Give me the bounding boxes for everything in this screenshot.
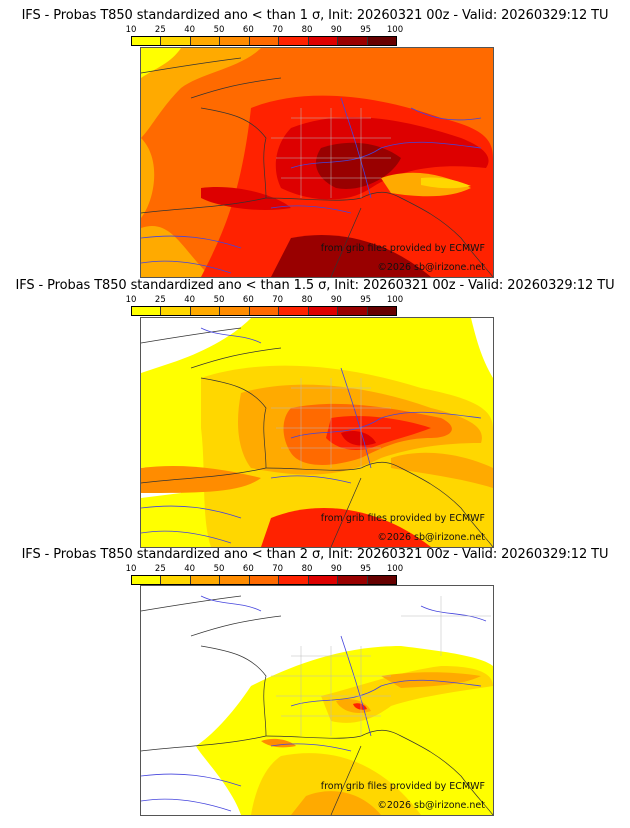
colorbar-tick-label: 90 xyxy=(330,25,342,35)
colorbar-tick-label: 100 xyxy=(386,25,404,35)
colorbar-tick-label: 10 xyxy=(125,295,137,305)
panel-title: IFS - Probas T850 standardized ano < tha… xyxy=(21,547,609,562)
panel-title: IFS - Probas T850 standardized ano < tha… xyxy=(21,8,609,23)
map-panel-2sigma: IFS - Probas T850 standardized ano < tha… xyxy=(0,539,630,828)
colorbar-tick-label: 95 xyxy=(360,25,372,35)
colorbar-tick-label: 10 xyxy=(125,564,137,574)
colorbar-segment xyxy=(132,576,162,584)
credit-source: from grib files provided by ECMWF xyxy=(320,513,485,524)
colorbar-tick-label: 60 xyxy=(242,295,254,305)
colorbar-segment xyxy=(249,307,280,315)
colorbar xyxy=(131,36,397,46)
colorbar-tick-label: 70 xyxy=(272,295,284,305)
colorbar-segment xyxy=(161,37,191,45)
colorbar-tick-label: 50 xyxy=(213,25,225,35)
colorbar-tick-label: 60 xyxy=(242,25,254,35)
colorbar-tick-label: 90 xyxy=(330,295,342,305)
colorbar-tick-label: 40 xyxy=(184,295,196,305)
colorbar-segment xyxy=(190,576,221,584)
colorbar-tick-label: 80 xyxy=(301,564,313,574)
colorbar-tick-label: 25 xyxy=(154,25,166,35)
colorbar-segment xyxy=(367,576,396,584)
colorbar-tick-label: 100 xyxy=(386,295,404,305)
colorbar-segment xyxy=(279,307,309,315)
colorbar-segment xyxy=(132,37,162,45)
colorbar-tick-label: 95 xyxy=(360,564,372,574)
probability-map: from grib files provided by ECMWF ©2026 … xyxy=(140,585,494,816)
colorbar-segment xyxy=(308,576,339,584)
colorbar-segment xyxy=(220,576,250,584)
colorbar-segment xyxy=(338,37,368,45)
credit-copyright: ©2026 sb@irizone.net xyxy=(377,262,485,273)
map-field xyxy=(141,48,493,277)
colorbar-ticks: 10 25 40 50 60 70 80 90 95 100 xyxy=(126,564,404,574)
colorbar-segment xyxy=(338,576,368,584)
colorbar-segment xyxy=(308,37,339,45)
colorbar-tick-label: 25 xyxy=(154,564,166,574)
panel-title: IFS - Probas T850 standardized ano < tha… xyxy=(15,278,615,293)
colorbar xyxy=(131,575,397,585)
map-field xyxy=(141,586,493,815)
colorbar-tick-label: 60 xyxy=(242,564,254,574)
colorbar-segment xyxy=(161,307,191,315)
colorbar-segment xyxy=(220,307,250,315)
colorbar-segment xyxy=(279,37,309,45)
colorbar-segment xyxy=(190,307,221,315)
colorbar-tick-label: 40 xyxy=(184,25,196,35)
colorbar-tick-label: 10 xyxy=(125,25,137,35)
probability-map: from grib files provided by ECMWF ©2026 … xyxy=(140,47,494,278)
colorbar-ticks: 10 25 40 50 60 70 80 90 95 100 xyxy=(126,295,404,305)
colorbar-tick-label: 70 xyxy=(272,25,284,35)
colorbar-tick-label: 40 xyxy=(184,564,196,574)
colorbar-segment xyxy=(190,37,221,45)
colorbar-segment xyxy=(249,37,280,45)
colorbar-segment xyxy=(220,37,250,45)
colorbar-tick-label: 95 xyxy=(360,295,372,305)
colorbar-segment xyxy=(338,307,368,315)
colorbar-segment xyxy=(249,576,280,584)
colorbar-segment xyxy=(308,307,339,315)
colorbar-segment xyxy=(367,307,396,315)
colorbar-tick-label: 80 xyxy=(301,295,313,305)
colorbar-segment xyxy=(161,576,191,584)
colorbar-tick-label: 90 xyxy=(330,564,342,574)
colorbar-segment xyxy=(279,576,309,584)
colorbar-tick-label: 50 xyxy=(213,295,225,305)
map-field xyxy=(141,318,493,547)
colorbar-tick-label: 70 xyxy=(272,564,284,574)
colorbar xyxy=(131,306,397,316)
credit-copyright: ©2026 sb@irizone.net xyxy=(377,532,485,543)
credit-source: from grib files provided by ECMWF xyxy=(320,243,485,254)
colorbar-segment xyxy=(132,307,162,315)
credit-copyright: ©2026 sb@irizone.net xyxy=(377,800,485,811)
colorbar-segment xyxy=(367,37,396,45)
map-panel-1sigma: IFS - Probas T850 standardized ano < tha… xyxy=(0,0,630,280)
colorbar-tick-label: 100 xyxy=(386,564,404,574)
map-panel-1-5sigma: IFS - Probas T850 standardized ano < tha… xyxy=(0,270,630,550)
colorbar-ticks: 10 25 40 50 60 70 80 90 95 100 xyxy=(126,25,404,35)
probability-map: from grib files provided by ECMWF ©2026 … xyxy=(140,317,494,548)
colorbar-tick-label: 80 xyxy=(301,25,313,35)
colorbar-tick-label: 50 xyxy=(213,564,225,574)
colorbar-tick-label: 25 xyxy=(154,295,166,305)
credit-source: from grib files provided by ECMWF xyxy=(320,781,485,792)
